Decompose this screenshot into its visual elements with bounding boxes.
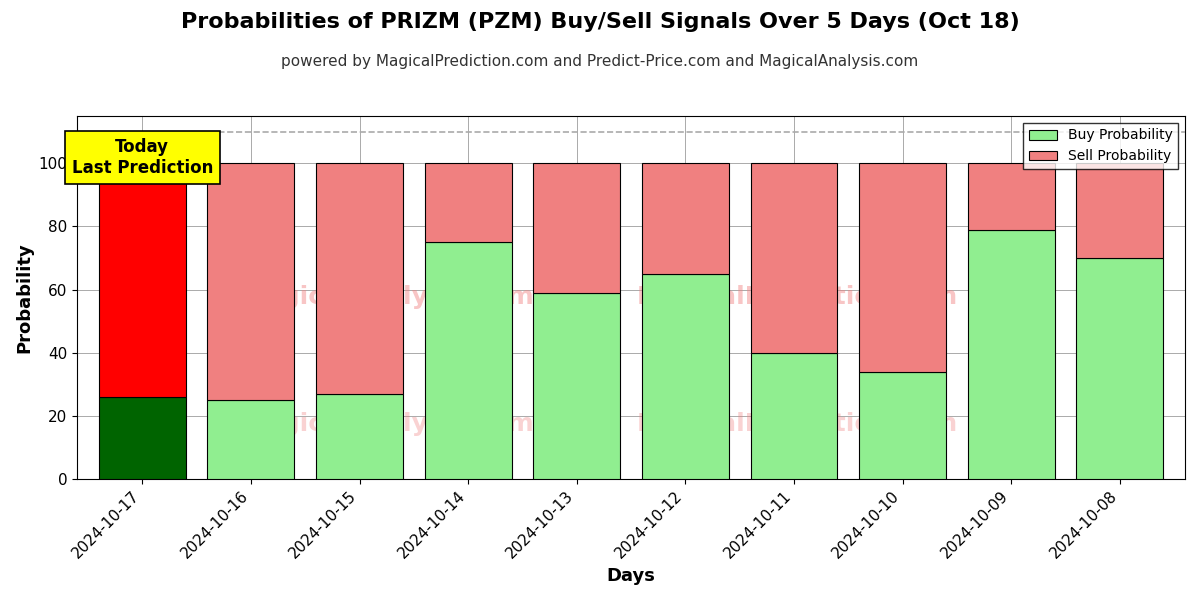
Text: Today
Last Prediction: Today Last Prediction [72,138,214,177]
Bar [642,274,728,479]
Text: powered by MagicalPrediction.com and Predict-Price.com and MagicalAnalysis.com: powered by MagicalPrediction.com and Pre… [281,54,919,69]
Text: MagicalAnalysis.com: MagicalAnalysis.com [240,412,534,436]
Text: MagicalAnalysis.com: MagicalAnalysis.com [240,286,534,310]
Bar [208,163,294,400]
Bar [750,163,838,353]
Bar [425,242,511,479]
Bar [859,163,946,371]
Bar [208,400,294,479]
Bar [533,163,620,293]
Bar [750,353,838,479]
Bar [967,163,1055,230]
Bar [316,163,403,394]
Text: Probabilities of PRIZM (PZM) Buy/Sell Signals Over 5 Days (Oct 18): Probabilities of PRIZM (PZM) Buy/Sell Si… [181,12,1019,32]
Bar [859,371,946,479]
Text: MagicalPrediction.com: MagicalPrediction.com [637,286,958,310]
Bar [1076,163,1163,258]
Text: MagicalPrediction.com: MagicalPrediction.com [637,412,958,436]
Legend: Buy Probability, Sell Probability: Buy Probability, Sell Probability [1024,123,1178,169]
X-axis label: Days: Days [607,567,655,585]
Bar [533,293,620,479]
Y-axis label: Probability: Probability [14,242,32,353]
Bar [316,394,403,479]
Bar [425,163,511,242]
Bar [98,163,186,397]
Bar [967,230,1055,479]
Bar [642,163,728,274]
Bar [1076,258,1163,479]
Bar [98,397,186,479]
